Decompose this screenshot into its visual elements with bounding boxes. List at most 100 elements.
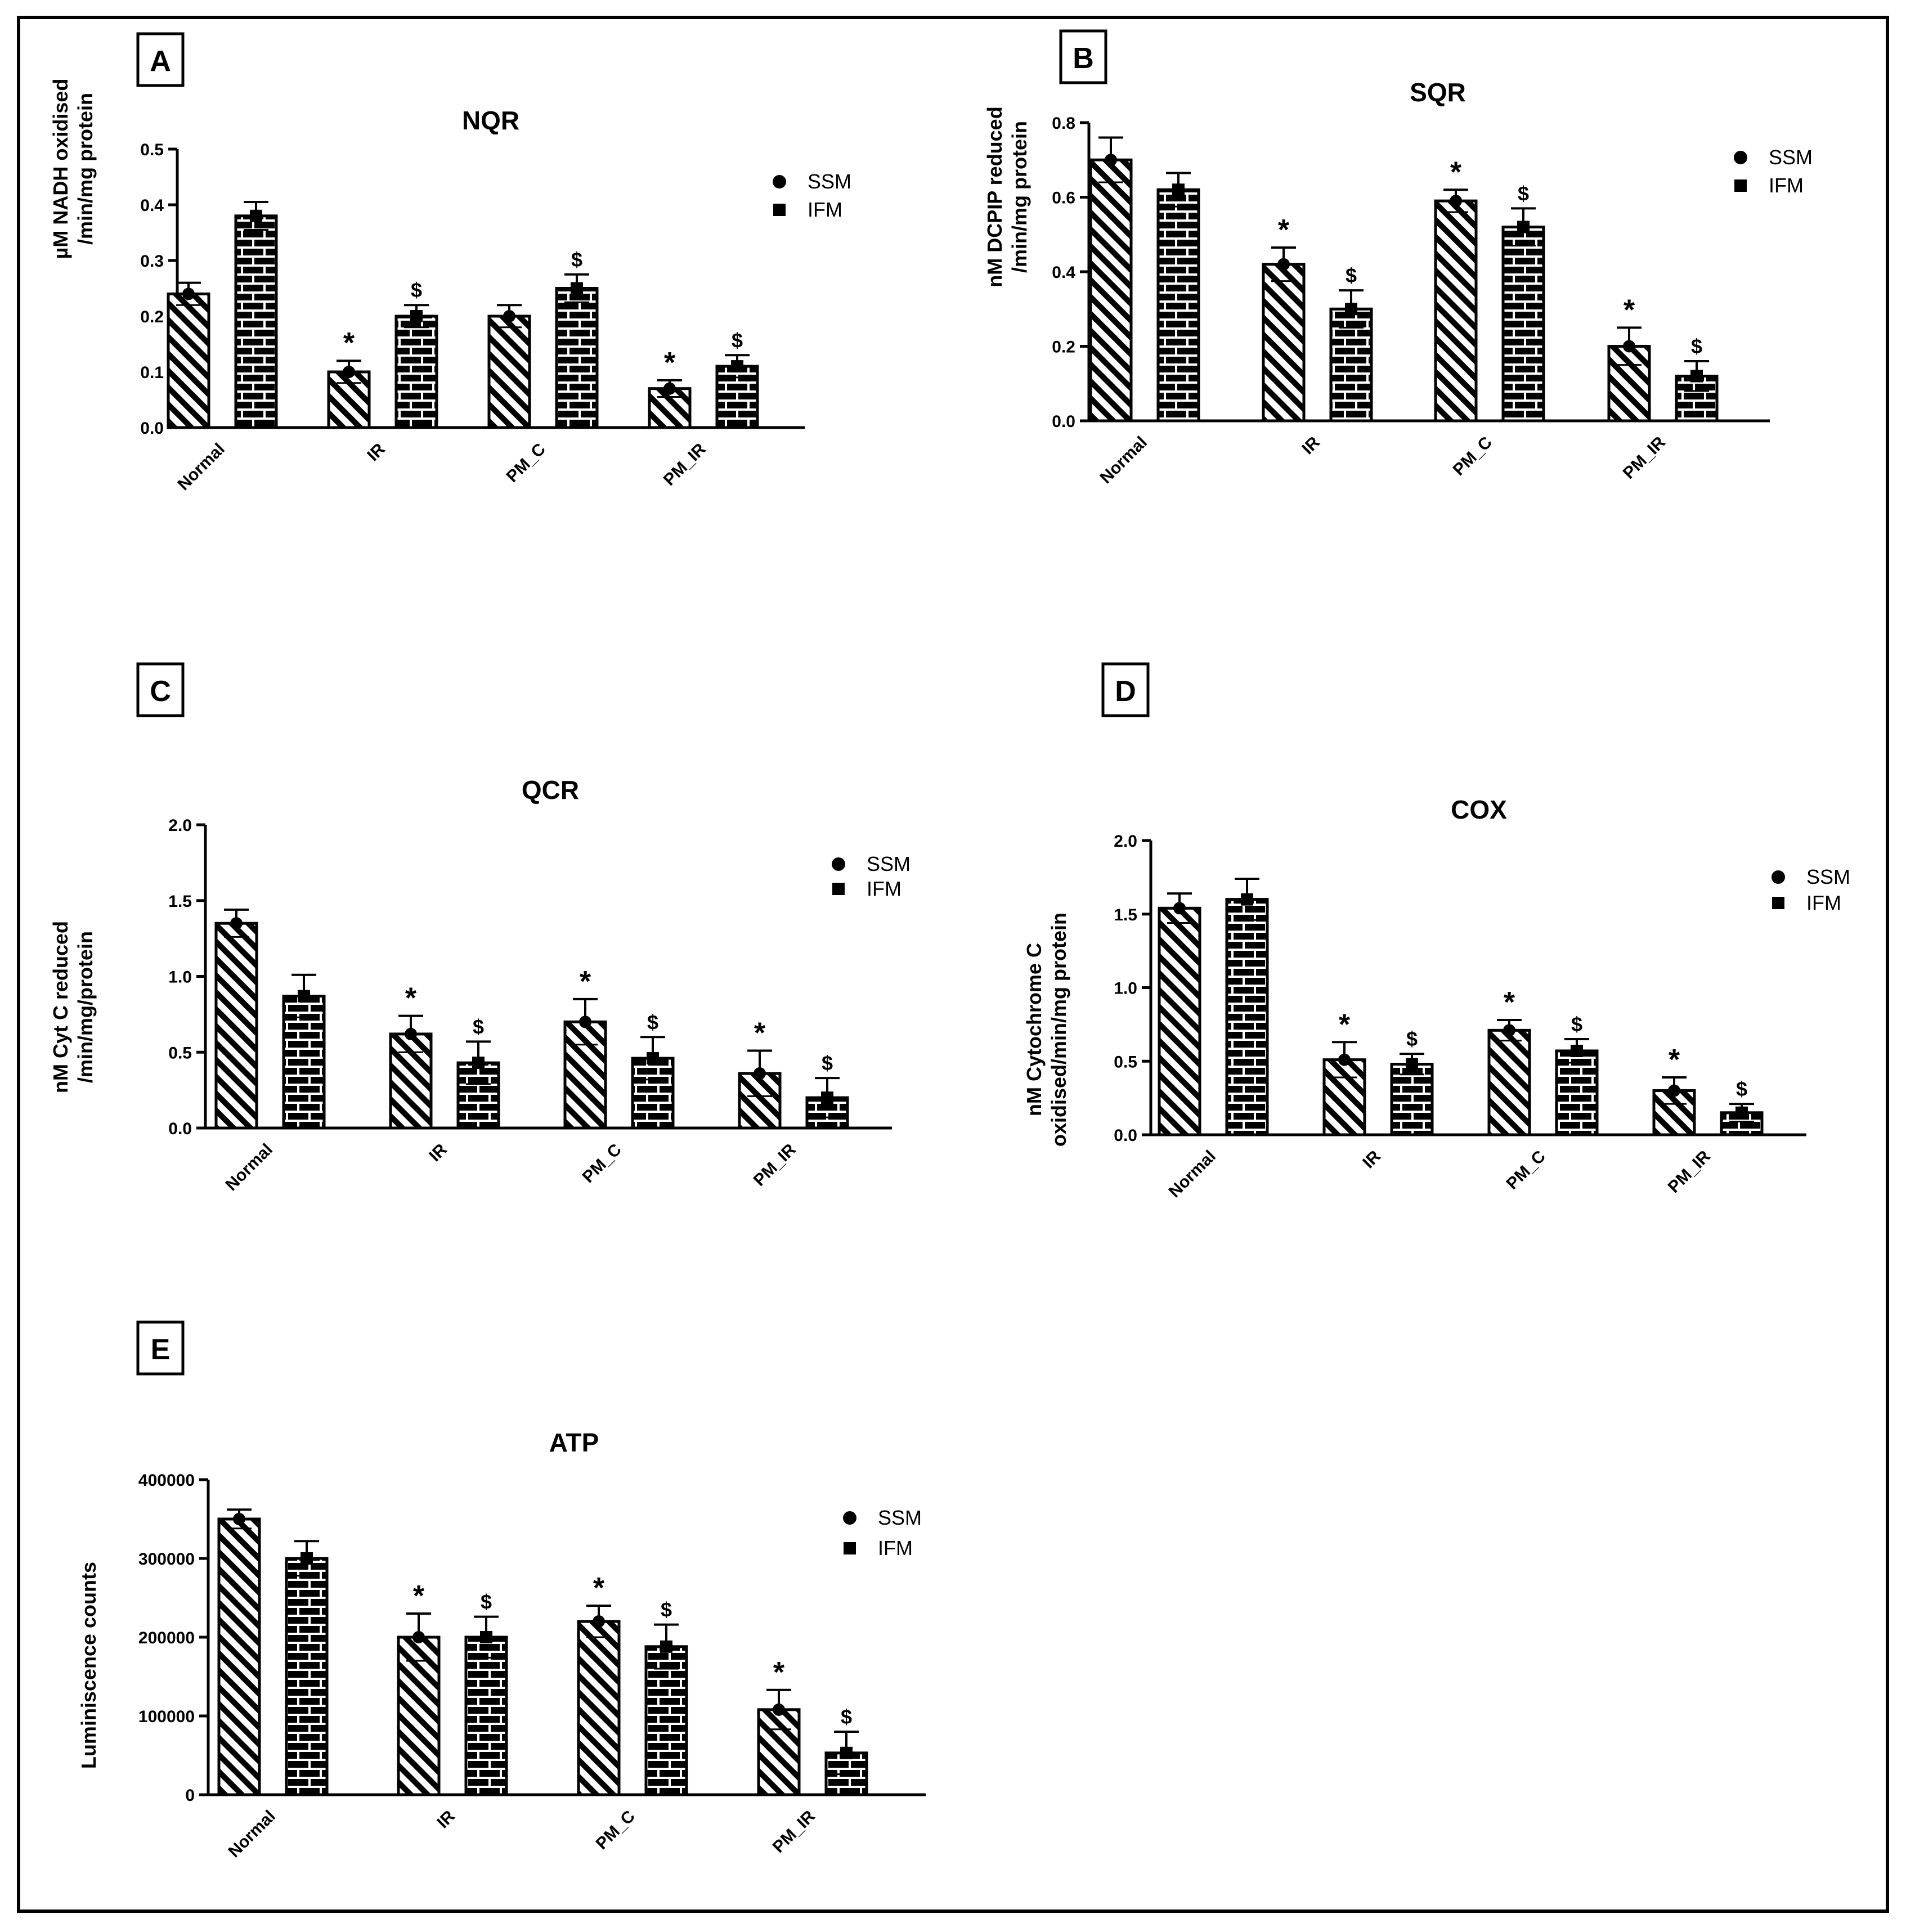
category-label: PM_IR (750, 1140, 800, 1189)
y-axis-label: nM DCPIP reduced/min/mg protein (983, 106, 1031, 287)
mean-square (298, 990, 310, 1003)
y-tick-label: 0.0 (1114, 1126, 1137, 1145)
category-label: IR (1359, 1147, 1384, 1172)
bar-ifm-pm_ir (715, 365, 759, 429)
y-axis-label-line: oxidised/min/mg protein (1047, 913, 1070, 1147)
bar-ssm-pm_c (563, 1020, 607, 1130)
y-axis-label: nM Cytochrome Coxidised/min/mg protein (1022, 913, 1070, 1147)
category-label: PM_IR (1620, 433, 1669, 482)
y-tick-label: 2.0 (168, 816, 192, 835)
y-tick-label: 2.0 (1114, 832, 1137, 851)
y-tick-label: 0.6 (1052, 189, 1075, 208)
bar-ifm-normal (234, 214, 278, 429)
bar-ifm-pm_c (644, 1645, 688, 1796)
significance-asterisk: * (1450, 156, 1462, 188)
category-label: IR (433, 1807, 459, 1832)
legend-ssm-dot (843, 1511, 856, 1525)
legend-ifm-label: IFM (1806, 891, 1841, 914)
panel-label-box (136, 662, 185, 717)
chart-title: COX (1451, 795, 1507, 824)
mean-square (1735, 1106, 1748, 1119)
mean-square (840, 1746, 853, 1759)
category-label: Normal (1097, 433, 1151, 487)
category-label: PM_IR (1665, 1147, 1714, 1196)
legend-ssm-dot (1772, 870, 1785, 884)
panel-label-d: D (1115, 675, 1136, 708)
bar-ifm-normal (285, 1557, 329, 1796)
category-label: IR (364, 439, 389, 465)
bar-ssm-pm_c (487, 314, 531, 429)
y-axis-label-line: nM Cytochrome C (1022, 943, 1046, 1116)
mean-dot (405, 1027, 417, 1040)
y-axis-label-line: µM NADH oxidised (49, 79, 72, 259)
legend-ifm-square (832, 883, 845, 895)
legend-ifm-square (1772, 897, 1784, 909)
significance-dollar: $ (647, 1010, 658, 1034)
category-label: IR (425, 1140, 451, 1165)
mean-dot (663, 382, 676, 395)
bar-ssm-pm_ir (1652, 1089, 1696, 1136)
legend-ssm-dot (1734, 151, 1747, 164)
mean-dot (1173, 902, 1186, 915)
bar-ssm-pm_c (1487, 1028, 1531, 1136)
y-tick-label: 0.5 (168, 1044, 192, 1062)
bar-ssm-normal (1089, 158, 1133, 423)
mean-dot (579, 1016, 591, 1028)
y-tick-label: 1.5 (168, 892, 192, 911)
y-axis-label-line: Luminiscence counts (77, 1562, 100, 1769)
panel-label-a: A (150, 45, 171, 78)
significance-dollar: $ (571, 248, 582, 271)
category-label: PM_C (1503, 1147, 1549, 1193)
y-tick-label: 0.0 (140, 419, 164, 438)
category-label: Normal (1165, 1147, 1219, 1201)
legend-ssm-dot (832, 857, 845, 871)
legend-ssm-label: SSM (878, 1506, 922, 1529)
significance-dollar: $ (1736, 1077, 1747, 1100)
significance-asterisk: * (580, 965, 591, 998)
mean-square (1241, 893, 1253, 906)
significance-dollar: $ (1346, 264, 1357, 287)
category-label: PM_IR (769, 1807, 819, 1856)
bar-ssm-ir (1262, 263, 1306, 423)
y-tick-label: 0.8 (1052, 114, 1075, 133)
mean-dot (412, 1631, 425, 1643)
significance-asterisk: * (1504, 986, 1515, 1019)
mean-dot (1623, 340, 1635, 353)
bar-ifm-pm_c (555, 287, 599, 429)
panel-label-e: E (151, 1333, 171, 1366)
bar-ssm-ir (397, 1636, 441, 1796)
mean-dot (1105, 154, 1117, 167)
mean-square (301, 1552, 313, 1565)
legend-ifm-square (773, 204, 786, 216)
significance-dollar: $ (1571, 1013, 1582, 1036)
y-axis-label-line: /min/mg protein (74, 93, 97, 245)
legend-ssm-dot (773, 175, 786, 188)
y-tick-label: 0.4 (1052, 263, 1075, 282)
significance-dollar: $ (1518, 182, 1529, 205)
panel-a: A NQR 0.0 0.1 0.2 0.3 0.4 0.5 µM NADH oxidised/m… (49, 32, 851, 494)
mean-square (472, 1057, 485, 1070)
significance-dollar: $ (411, 278, 422, 302)
panel-label-box (1059, 29, 1107, 84)
figure-frame (17, 16, 1889, 1913)
panel-b: B SQR 0.0 0.2 0.4 0.6 0.8 nM DCPIP reduced/min/… (983, 29, 1813, 487)
significance-asterisk: * (413, 1580, 425, 1612)
y-tick-label: 0.5 (1114, 1053, 1137, 1071)
panels-layer: A NQR 0.0 0.1 0.2 0.3 0.4 0.5 µM NADH oxidised/m… (49, 29, 1850, 1861)
bar-ifm-pm_c (1501, 226, 1545, 423)
legend-ssm-label: SSM (808, 170, 851, 193)
bar-ifm-ir (1329, 307, 1373, 423)
legend-ifm-label: IFM (808, 198, 842, 221)
significance-dollar: $ (473, 1015, 484, 1038)
bar-ifm-ir (456, 1061, 500, 1130)
legend-ifm-square (844, 1542, 856, 1554)
mean-square (1571, 1044, 1583, 1057)
mean-square (571, 282, 583, 295)
mean-dot (343, 366, 355, 378)
mean-square (731, 360, 743, 373)
mean-dot (1668, 1084, 1680, 1097)
y-axis-label-line: nM DCPIP reduced (983, 106, 1006, 287)
y-axis-label-line: /min/mg/protein (74, 931, 97, 1083)
y-tick-label: 1.0 (168, 968, 192, 987)
